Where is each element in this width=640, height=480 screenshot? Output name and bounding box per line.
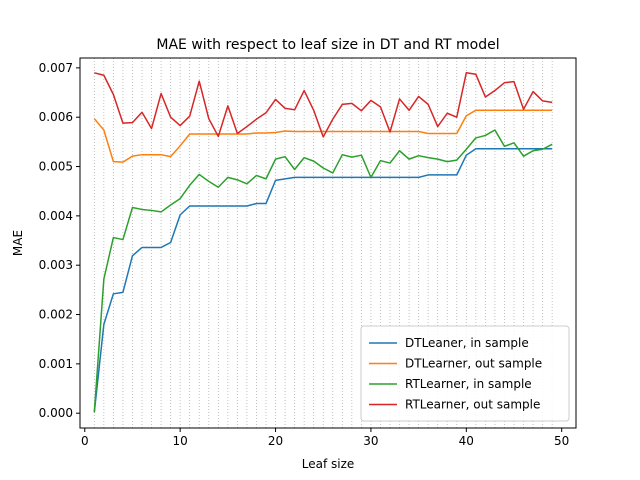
legend-entry: RTLearner, in sample: [405, 377, 532, 391]
series-lines: [93, 72, 553, 413]
y-tick-label: 0.003: [39, 258, 73, 272]
series-line: [94, 72, 553, 138]
y-tick-label: 0.000: [39, 406, 73, 420]
x-tick-label: 20: [268, 434, 283, 448]
y-tick-label: 0.002: [39, 308, 73, 322]
y-tick-label: 0.006: [39, 110, 73, 124]
series-line: [93, 109, 553, 163]
legend-entry: DTLeaner, in sample: [405, 336, 529, 350]
y-tick-label: 0.007: [39, 61, 73, 75]
x-axis-label: Leaf size: [302, 457, 355, 471]
legend-entry: RTLearner, out sample: [405, 398, 540, 412]
legend-box: [360, 325, 570, 422]
x-tick-label: 40: [459, 434, 474, 448]
y-tick-label: 0.004: [39, 209, 73, 223]
x-tick-label: 10: [173, 434, 188, 448]
x-tick-label: 50: [554, 434, 569, 448]
plot-frame: [79, 57, 577, 429]
y-tick-label: 0.001: [39, 357, 73, 371]
x-tick-label: 30: [363, 434, 378, 448]
y-tick-label: 0.005: [39, 160, 73, 174]
series-line: [93, 129, 553, 413]
y-axis-label: MAE: [11, 230, 25, 256]
x-tick-label: 0: [81, 434, 89, 448]
x-axis: 0 10 20 30 40 50: [81, 428, 569, 448]
chart-title: MAE with respect to leaf size in DT and …: [156, 37, 499, 53]
legend: DTLeaner, in sample DTLearner, out sample…: [360, 325, 570, 422]
series-line: [93, 148, 553, 413]
y-axis: 0.000 0.001 0.002 0.003 0.004 0.005 0.006 0.007: [39, 61, 80, 420]
legend-entry: DTLearner, out sample: [405, 357, 542, 371]
